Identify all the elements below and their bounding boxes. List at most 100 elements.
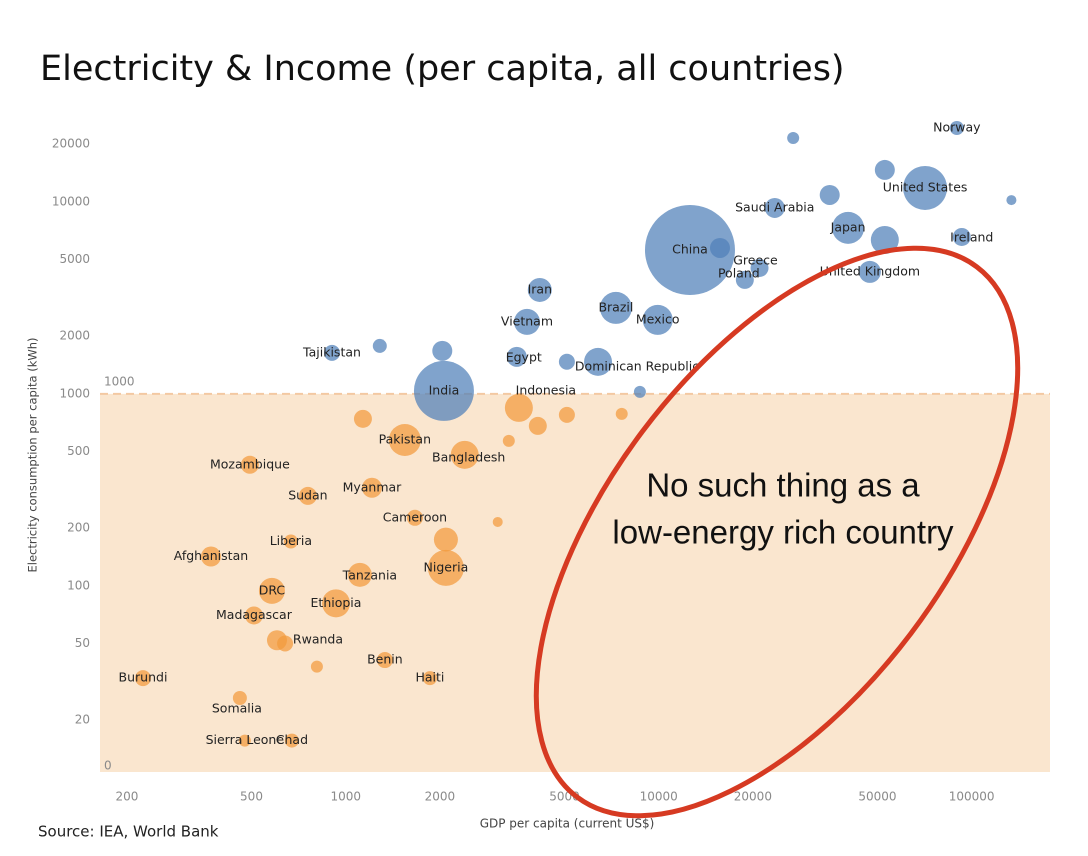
- point-label: Indonesia: [516, 382, 576, 397]
- point-label: Somalia: [212, 701, 262, 716]
- y-tick-label: 100: [67, 578, 90, 592]
- series: [324, 120, 1017, 421]
- bubble: [232, 691, 247, 706]
- bubble: [388, 423, 421, 456]
- bubble: [528, 416, 547, 435]
- point-label: Mexico: [636, 311, 680, 326]
- bubble: [506, 346, 527, 367]
- bubble: [764, 197, 785, 218]
- point-label: India: [429, 382, 460, 397]
- bubble: [735, 270, 754, 289]
- bubble: [376, 652, 393, 669]
- x-tick-label: 500: [240, 790, 263, 804]
- bubble: [283, 534, 298, 549]
- point-label: Afghanistan: [174, 548, 248, 563]
- bubble: [513, 308, 540, 335]
- bubble: [324, 344, 341, 361]
- bubble: [200, 546, 221, 567]
- y-axis-label: Electricity consumption per capita (kWh): [26, 337, 40, 572]
- bubble: [709, 237, 730, 258]
- x-tick-label: 20000: [734, 790, 772, 804]
- bubble: [949, 120, 964, 135]
- bubble: [238, 734, 251, 747]
- y-tick-label: 2000: [59, 329, 90, 343]
- threshold-label: 1000: [104, 374, 135, 388]
- bubble: [450, 440, 479, 469]
- point-label: Cameroon: [383, 509, 447, 524]
- x-tick-label: 10000: [640, 790, 678, 804]
- bubble: [347, 562, 372, 587]
- x-tick-label: 50000: [858, 790, 896, 804]
- bubble: [406, 509, 423, 526]
- y-tick-label: 50: [75, 636, 90, 650]
- point-label: Madagascar: [216, 607, 293, 622]
- bubble: [502, 434, 515, 447]
- bubble: [372, 338, 387, 353]
- point-label: China: [672, 242, 708, 257]
- bubble: [134, 670, 151, 687]
- point-label: Ireland: [950, 229, 993, 244]
- point-label: Dominican Republic: [575, 358, 699, 373]
- bubble: [832, 211, 865, 244]
- point-label: Ethiopia: [311, 595, 362, 610]
- point-label: Egypt: [506, 349, 542, 364]
- point-label: Saudi Arabia: [735, 199, 814, 214]
- point-label: Bangladesh: [432, 449, 505, 464]
- point-label: Myanmar: [343, 479, 403, 494]
- bubble: [310, 660, 323, 673]
- y-tick-label: 500: [67, 444, 90, 458]
- bubble: [819, 184, 840, 205]
- bubble: [633, 385, 646, 398]
- point-label: Pakistan: [379, 431, 431, 446]
- point-label: Benin: [367, 652, 403, 667]
- bubble: [240, 455, 259, 474]
- bubble: [422, 671, 437, 686]
- y-tick-label: 20: [75, 712, 90, 726]
- bubble: [432, 340, 453, 361]
- bubble: [258, 577, 285, 604]
- chart-title: Electricity & Income (per capita, all co…: [40, 49, 845, 89]
- bubble: [858, 260, 881, 283]
- x-tick-label: 200: [116, 790, 139, 804]
- bubble: [427, 549, 464, 586]
- bubble: [874, 159, 895, 180]
- point-label: Burundi: [119, 670, 168, 685]
- point-label: Greece: [733, 252, 778, 267]
- point-label: Haiti: [415, 670, 444, 685]
- point-label: United States: [883, 179, 968, 194]
- bubble: [361, 477, 382, 498]
- source: Source: IEA, World Bank: [38, 823, 219, 841]
- y-floor-label: 0: [104, 759, 112, 773]
- bubble: [599, 291, 632, 324]
- x-tick-label: 1000: [330, 790, 361, 804]
- bubble: [558, 406, 575, 423]
- bubble: [1006, 195, 1017, 206]
- annotation-text: low-energy rich country: [612, 514, 954, 551]
- point-label: Chad: [276, 732, 308, 747]
- point-label: Tajikistan: [302, 344, 361, 359]
- point-label: DRC: [259, 582, 286, 597]
- bubble: [787, 132, 800, 145]
- point-label: Tanzania: [342, 567, 397, 582]
- bubble: [492, 516, 503, 527]
- bubble: [433, 527, 458, 552]
- point-label: Mozambique: [210, 456, 290, 471]
- bubble: [322, 589, 351, 618]
- bubble: [903, 165, 948, 210]
- x-tick-label: 2000: [425, 790, 456, 804]
- bubble: [284, 733, 299, 748]
- y-tick-label: 200: [67, 520, 90, 534]
- bubble: [504, 393, 533, 422]
- point-label: Japan: [830, 219, 866, 234]
- point-label: Brazil: [598, 299, 633, 314]
- y-tick-label: 5000: [59, 252, 90, 266]
- series: [134, 393, 628, 748]
- bubble: [298, 486, 317, 505]
- bubble: [584, 347, 613, 376]
- annotation-ellipse: [533, 245, 1021, 819]
- point-label: Sierra Leone: [206, 732, 285, 747]
- bubble: [527, 277, 552, 302]
- bubble: [615, 407, 628, 420]
- y-tick-label: 20000: [52, 137, 90, 151]
